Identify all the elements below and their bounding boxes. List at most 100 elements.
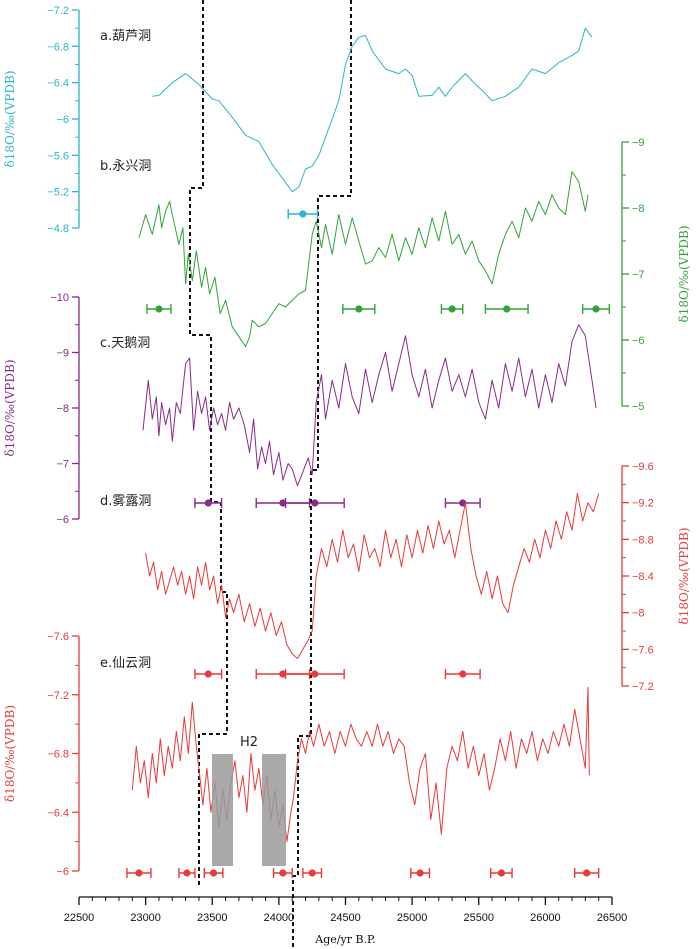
x-tick-label: 26500 xyxy=(597,912,628,924)
error-bar-dot xyxy=(155,305,163,313)
error-bar-d xyxy=(194,669,223,679)
h2-box xyxy=(212,754,233,866)
y-tick-label-d: −7.6 xyxy=(632,644,654,656)
error-bar-b xyxy=(581,304,611,314)
y-tick-label-a: −7.2 xyxy=(47,5,69,17)
y-axis-title-c: δ18O/‰(VPDB) xyxy=(3,359,17,456)
y-tick-label-e: −6.4 xyxy=(47,807,69,819)
error-bar-dot xyxy=(355,305,363,313)
error-bar-c xyxy=(284,498,345,508)
h2-label: H2 xyxy=(240,735,258,750)
error-bar-d xyxy=(284,669,345,679)
series-line-d xyxy=(145,493,600,659)
y-tick-label-c: −9 xyxy=(56,348,69,360)
y-tick-label-a: −6.8 xyxy=(47,41,69,53)
y-tick-label-d: −8.4 xyxy=(632,571,654,583)
error-bar-e xyxy=(410,868,431,878)
x-tick-label: 24500 xyxy=(330,912,361,924)
y-axis-title-e: δ18O/‰(VPDB) xyxy=(3,705,17,802)
h2-box xyxy=(262,754,286,866)
panel-label-d: d.雾露洞 xyxy=(100,494,151,509)
error-bar-dot xyxy=(279,869,287,877)
x-tick-label: 23000 xyxy=(130,912,161,924)
error-bar-e xyxy=(302,868,323,878)
error-bar-dot xyxy=(204,499,212,507)
error-bar-dot xyxy=(299,210,307,218)
panel-label-c: c.天鹅洞 xyxy=(100,335,150,351)
x-tick-label: 25000 xyxy=(397,912,428,924)
error-bar-dot xyxy=(592,305,600,313)
error-bar-e xyxy=(178,868,196,878)
error-bar-dot xyxy=(497,869,506,877)
error-bar-dot xyxy=(209,869,218,877)
x-axis-title: Age/yr B.P. xyxy=(314,933,375,946)
error-bar-e xyxy=(573,868,600,878)
error-bar-d xyxy=(444,669,481,679)
error-bar-dot xyxy=(183,869,191,877)
error-bar-dot xyxy=(279,670,287,678)
error-bar-e xyxy=(490,868,513,878)
y-tick-label-e: −6.8 xyxy=(47,749,69,761)
series-line-e xyxy=(131,686,590,843)
y-tick-label-e: −7.6 xyxy=(47,631,69,643)
x-tick-label: 22500 xyxy=(64,912,95,924)
transition-boundaries xyxy=(189,0,352,949)
error-bar-dot xyxy=(459,670,467,678)
panel-label-e: e.仙云洞 xyxy=(100,656,151,671)
series-line-a xyxy=(152,27,593,193)
boundary-line-right xyxy=(292,0,352,949)
y-tick-label-b: −9 xyxy=(632,137,645,149)
x-tick-label: 23500 xyxy=(197,912,228,924)
error-bar-b xyxy=(342,304,376,314)
series-line-b xyxy=(138,171,589,348)
y-tick-label-a: −5.2 xyxy=(47,187,69,199)
error-bar-b xyxy=(146,304,172,314)
error-bar-dot xyxy=(311,499,319,507)
panel-b: −9 −8 −7 −6 −5 δ18O/‰(VPDB) b.永兴洞 xyxy=(100,137,691,413)
y-tick-label-c: −6 xyxy=(56,514,69,526)
error-bar-c xyxy=(194,498,223,508)
h2-event: H2 xyxy=(212,735,286,866)
x-axis: 22500 23000 23500 24000 24500 25000 25500 26000… xyxy=(64,896,628,946)
y-tick-label-c: −10 xyxy=(50,292,69,304)
error-bar-dot xyxy=(503,305,511,313)
x-tick-label: 25500 xyxy=(463,912,494,924)
error-bar-dot xyxy=(583,869,591,877)
panel-d: −9.6 −9.2 −8.8 −8.4 −8 −7.6 −7.2 δ18O/‰(VPDB) d.… xyxy=(100,461,691,693)
y-tick-label-d: −9.6 xyxy=(632,461,654,473)
series-line-c xyxy=(142,324,597,487)
y-tick-label-a: −6.4 xyxy=(47,78,69,90)
panel-e: −7.6 −7.2 −6.8 −6.4 −6 δ18O/‰(VPDB) e.仙云洞 xyxy=(3,631,600,878)
error-bar-e xyxy=(126,868,152,878)
panel-label-a: a.葫芦洞 xyxy=(100,29,151,44)
error-bar-dot xyxy=(135,869,143,877)
y-tick-label-d: −9.2 xyxy=(632,498,654,510)
error-bar-c xyxy=(444,498,481,508)
chart-panels: −7.2 −6.8 −6.4 −6 −5.6 −5.2 −4.8 δ18O/‰(VPDB) a.… xyxy=(3,5,691,878)
boundary-line-left xyxy=(189,0,228,885)
y-tick-label-b: −7 xyxy=(632,269,645,281)
error-bar-dot xyxy=(279,499,287,507)
panel-label-b: b.永兴洞 xyxy=(100,159,151,174)
panel-c: −10 −9 −8 −7 −6 δ18O/‰(VPDB) c.天鹅洞 xyxy=(3,292,597,526)
y-tick-label-b: −6 xyxy=(632,335,645,347)
error-bar-dot xyxy=(311,670,319,678)
y-tick-label-d: −8 xyxy=(632,608,645,620)
error-bar-a xyxy=(287,209,319,219)
y-axis-title-b: δ18O/‰(VPDB) xyxy=(677,225,691,322)
y-axis-title-d: δ18O/‰(VPDB) xyxy=(677,527,691,624)
y-tick-label-a: −5.6 xyxy=(47,150,69,162)
x-tick-label: 26000 xyxy=(530,912,561,924)
error-bar-b xyxy=(484,304,529,314)
y-axis-title-a: δ18O/‰(VPDB) xyxy=(3,70,17,167)
error-bar-b xyxy=(440,304,464,314)
error-bar-dot xyxy=(448,305,456,313)
error-bar-dot xyxy=(204,670,212,678)
x-tick-label: 24000 xyxy=(264,912,295,924)
error-bar-e xyxy=(272,868,293,878)
y-tick-label-e: −6 xyxy=(56,866,69,878)
y-tick-label-c: −8 xyxy=(56,403,69,415)
y-tick-label-a: −6 xyxy=(56,114,69,126)
y-tick-label-a: −4.8 xyxy=(47,223,69,235)
